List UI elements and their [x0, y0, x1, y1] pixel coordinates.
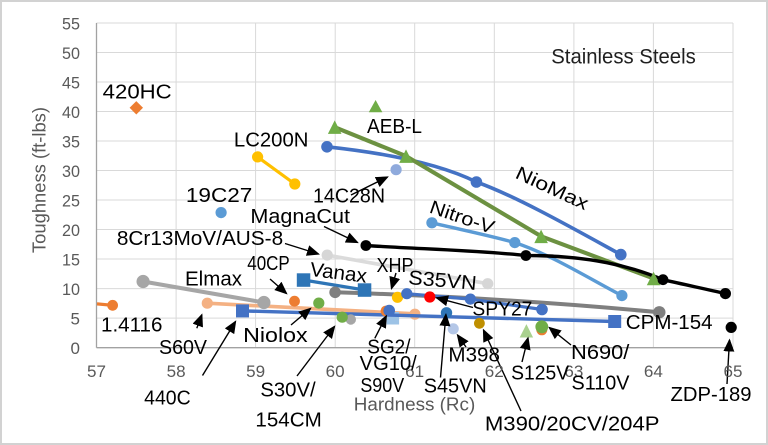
svg-text:0: 0	[71, 339, 80, 358]
svg-text:AEB-L: AEB-L	[367, 116, 422, 138]
svg-text:35: 35	[62, 132, 80, 151]
svg-text:40: 40	[62, 103, 80, 122]
svg-text:LC200N: LC200N	[234, 130, 309, 152]
svg-text:S110V: S110V	[572, 373, 631, 395]
svg-text:20: 20	[62, 221, 80, 240]
svg-text:S60V: S60V	[159, 337, 208, 359]
svg-text:30: 30	[62, 162, 80, 181]
svg-text:5: 5	[71, 310, 80, 329]
svg-text:Stainless Steels: Stainless Steels	[551, 44, 696, 68]
svg-text:N690/: N690/	[571, 342, 630, 364]
svg-text:S30V/: S30V/	[260, 380, 316, 402]
svg-text:Elmax: Elmax	[185, 269, 242, 291]
svg-text:SG2/: SG2/	[367, 336, 411, 358]
svg-text:CPM-154: CPM-154	[626, 312, 713, 334]
svg-text:65: 65	[724, 362, 743, 381]
svg-text:62: 62	[485, 362, 504, 381]
svg-text:154CM: 154CM	[255, 410, 321, 432]
svg-text:M390/20CV/204P: M390/20CV/204P	[485, 414, 660, 436]
svg-text:Niolox: Niolox	[243, 325, 308, 347]
svg-text:57: 57	[87, 362, 106, 381]
svg-text:MagnaCut: MagnaCut	[250, 206, 350, 228]
svg-text:25: 25	[62, 191, 80, 210]
svg-text:M398: M398	[448, 344, 500, 366]
svg-text:Toughness (ft-lbs): Toughness (ft-lbs)	[29, 107, 50, 253]
svg-text:S90V: S90V	[360, 375, 404, 397]
svg-text:45: 45	[62, 73, 80, 92]
svg-text:55: 55	[62, 14, 80, 33]
svg-text:ZDP-189: ZDP-189	[671, 384, 752, 406]
svg-text:10: 10	[62, 280, 80, 299]
svg-text:VG10/: VG10/	[360, 353, 418, 375]
svg-text:59: 59	[246, 362, 265, 381]
svg-text:8Cr13MoV/AUS-8: 8Cr13MoV/AUS-8	[117, 228, 283, 250]
svg-text:SPY27: SPY27	[472, 299, 532, 321]
svg-text:14C28N: 14C28N	[313, 186, 385, 208]
svg-text:S45VN: S45VN	[424, 376, 487, 398]
svg-text:S125V: S125V	[511, 363, 570, 385]
svg-text:61: 61	[405, 362, 424, 381]
svg-text:Hardness (Rc): Hardness (Rc)	[354, 394, 476, 415]
svg-text:50: 50	[62, 44, 80, 63]
svg-text:XHP: XHP	[377, 255, 414, 277]
svg-text:58: 58	[167, 362, 186, 381]
svg-text:19C27: 19C27	[186, 185, 252, 207]
svg-text:60: 60	[326, 362, 345, 381]
svg-text:64: 64	[644, 362, 663, 381]
svg-text:1.4116: 1.4116	[101, 315, 162, 337]
svg-text:440C: 440C	[144, 388, 191, 410]
svg-text:63: 63	[564, 362, 583, 381]
svg-text:40CP: 40CP	[247, 253, 289, 275]
svg-text:15: 15	[62, 250, 80, 269]
svg-text:420HC: 420HC	[103, 82, 172, 104]
